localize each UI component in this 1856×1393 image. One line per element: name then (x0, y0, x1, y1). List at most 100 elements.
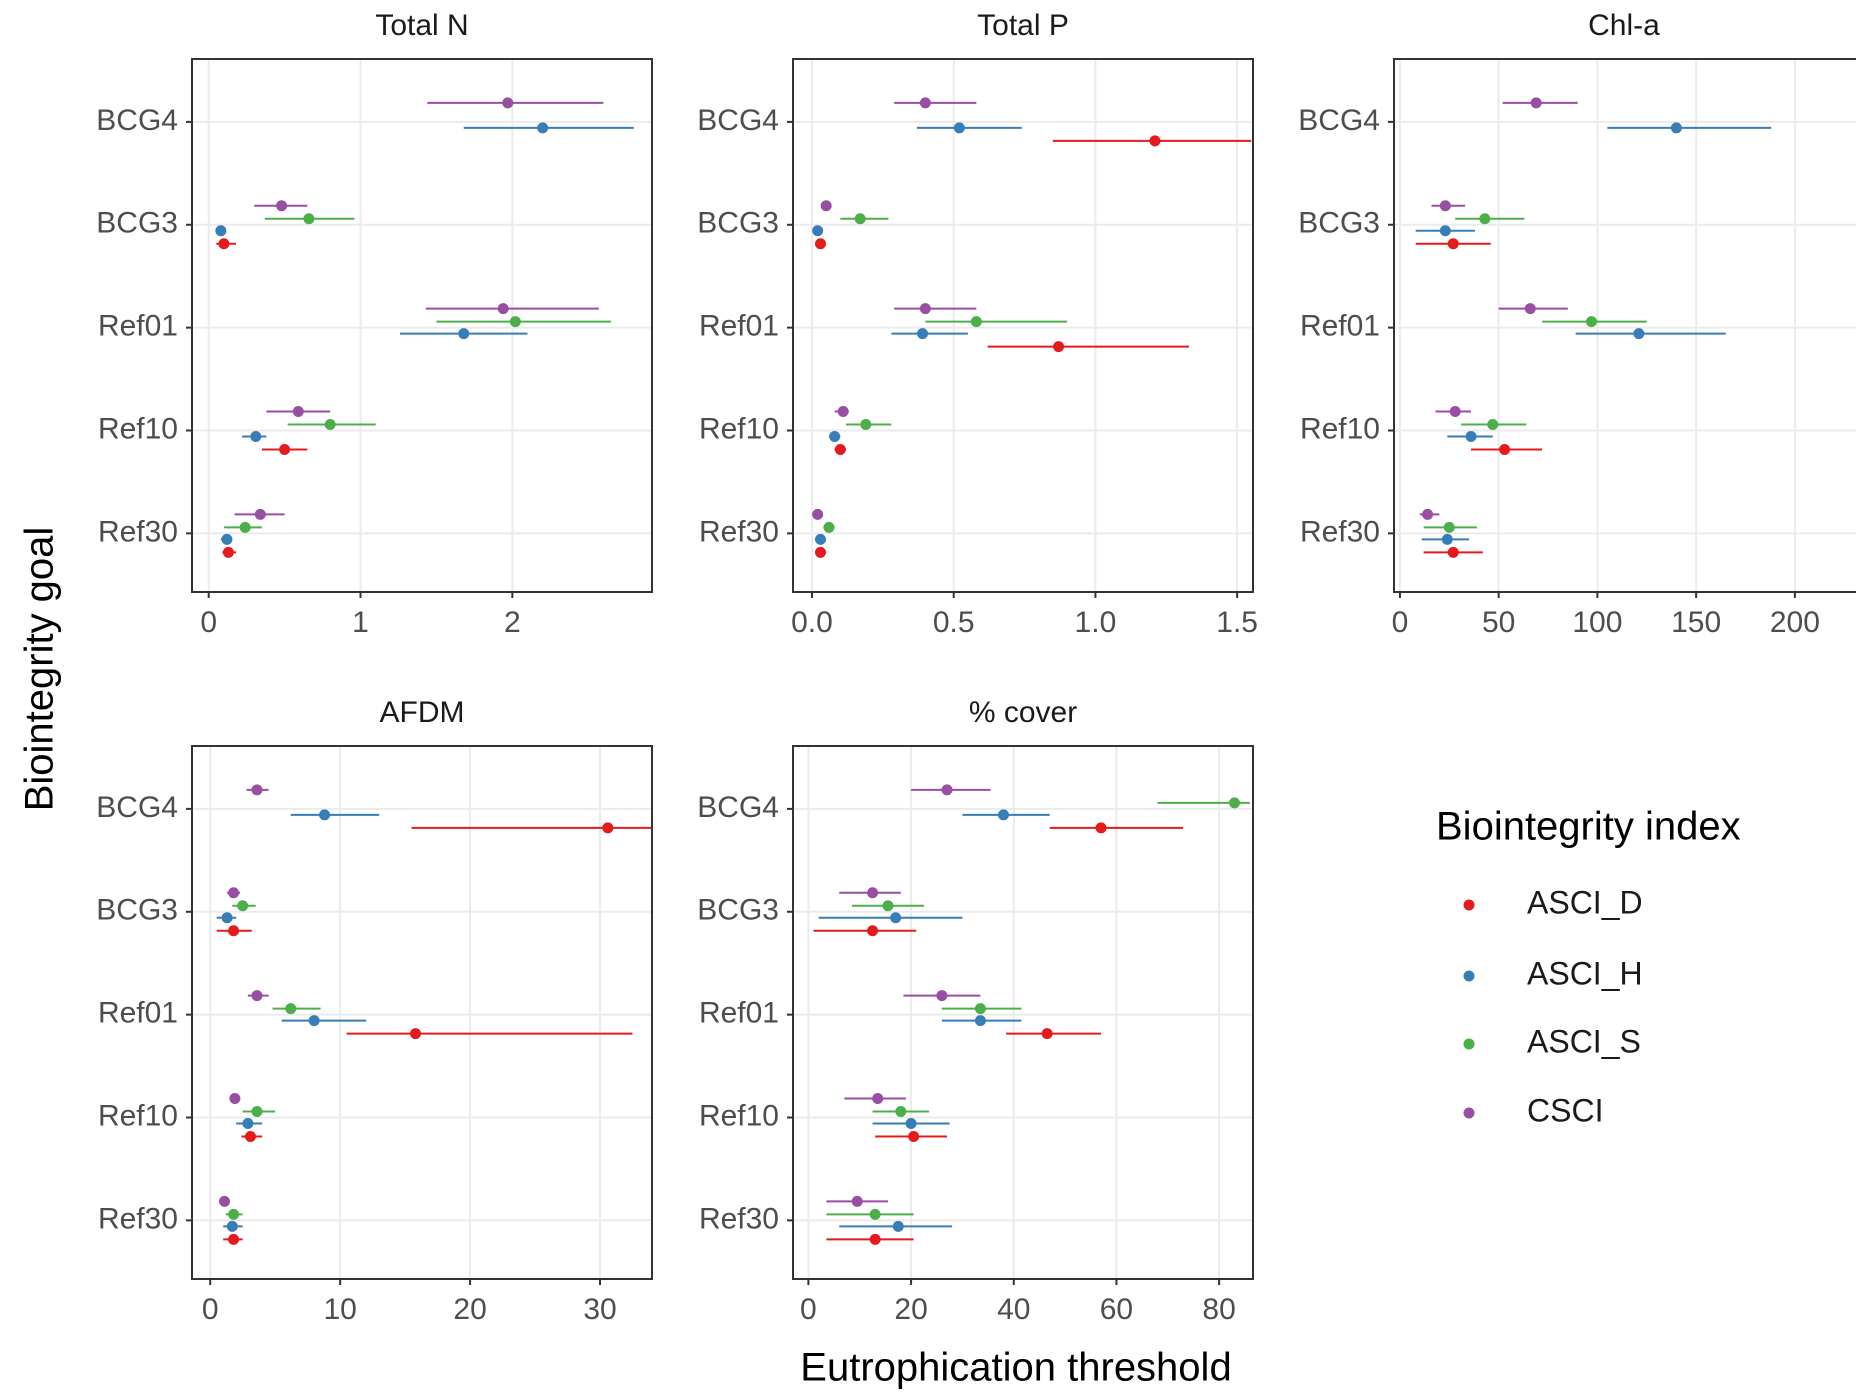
y-tick-label: BCG4 (1298, 104, 1380, 137)
point (218, 238, 230, 250)
x-tick-label: 60 (1100, 1293, 1133, 1326)
point (814, 533, 826, 545)
y-tick-label: Ref30 (699, 1202, 779, 1235)
point (1422, 508, 1434, 520)
legend-label: ASCI_D (1527, 884, 1643, 920)
point (917, 328, 929, 340)
point (814, 238, 826, 250)
point (1439, 200, 1451, 212)
x-tick-label: 0.0 (791, 606, 833, 639)
y-tick-label: Ref01 (1300, 310, 1380, 343)
point (237, 900, 249, 912)
point (919, 97, 931, 109)
panel-background (1394, 59, 1856, 592)
point (823, 521, 835, 533)
y-tick-label: BCG3 (96, 207, 178, 240)
point (239, 521, 251, 533)
x-tick-label: 2 (504, 606, 521, 639)
legend-title: Biointegrity index (1436, 805, 1741, 849)
x-tick-label: 50 (1482, 606, 1515, 639)
y-tick-label: Ref30 (98, 515, 178, 548)
point (250, 431, 262, 443)
x-tick-label: 20 (894, 1293, 927, 1326)
point (410, 1028, 422, 1040)
point (970, 316, 982, 328)
legend-swatch (1463, 1038, 1475, 1050)
point (997, 809, 1009, 821)
point (1447, 546, 1459, 558)
x-tick-label: 0 (200, 606, 217, 639)
panel-title: Total P (977, 9, 1069, 42)
point (872, 1093, 884, 1105)
point (1530, 97, 1542, 109)
point (1439, 225, 1451, 237)
y-tick-label: BCG4 (96, 104, 178, 137)
point (276, 200, 288, 212)
panel (793, 59, 1253, 592)
y-tick-label: Ref01 (98, 997, 178, 1030)
x-tick-label: 100 (1572, 606, 1622, 639)
x-tick-label: 0 (1392, 606, 1409, 639)
point (537, 122, 549, 134)
point (1447, 238, 1459, 250)
legend-label: ASCI_H (1527, 955, 1643, 991)
point (497, 303, 509, 315)
y-tick-label: BCG3 (1298, 207, 1380, 240)
point (854, 213, 866, 225)
x-tick-label: 40 (997, 1293, 1030, 1326)
point (458, 328, 470, 340)
point (974, 1003, 986, 1015)
panel-border (191, 745, 653, 1280)
point (892, 1220, 904, 1232)
point (242, 1118, 254, 1130)
x-tick-label: 1.0 (1075, 606, 1117, 639)
legend-swatch (1463, 899, 1475, 911)
point (1053, 341, 1065, 353)
legend-label: CSCI (1527, 1092, 1603, 1128)
y-tick-label: Ref10 (98, 412, 178, 445)
point (851, 1195, 863, 1207)
y-tick-label: Ref30 (1300, 515, 1380, 548)
panel-background (192, 59, 652, 592)
point (869, 1208, 881, 1220)
point (1465, 431, 1477, 443)
point (602, 822, 614, 834)
panel-border (792, 58, 1254, 593)
y-tick-label: Ref01 (699, 997, 779, 1030)
point (908, 1131, 920, 1143)
point (251, 784, 263, 796)
point (228, 925, 240, 937)
point (308, 1015, 320, 1027)
point (1041, 1028, 1053, 1040)
x-tick-label: 0 (202, 1293, 219, 1326)
x-tick-label: 30 (583, 1293, 616, 1326)
point (244, 1131, 256, 1143)
panel (1394, 59, 1856, 592)
y-tick-label: Ref01 (98, 310, 178, 343)
panel-border (191, 58, 653, 593)
point (814, 546, 826, 558)
x-tick-label: 0.5 (933, 606, 975, 639)
point (285, 1003, 297, 1015)
panel-background (793, 59, 1253, 592)
panel-border (792, 745, 1254, 1280)
y-tick-label: BCG4 (697, 791, 779, 824)
point (1229, 797, 1241, 809)
point (829, 431, 841, 443)
point (1449, 406, 1461, 418)
panel (793, 746, 1253, 1279)
point (303, 213, 315, 225)
point (279, 444, 291, 456)
point (502, 97, 514, 109)
panel-background (192, 746, 652, 1279)
point (215, 225, 227, 237)
panel-border (1393, 58, 1856, 593)
point (936, 990, 948, 1002)
y-tick-label: BCG4 (96, 791, 178, 824)
x-tick-label: 200 (1770, 606, 1820, 639)
point (1487, 419, 1499, 431)
x-tick-label: 1.5 (1216, 606, 1258, 639)
point (254, 508, 266, 520)
point (1585, 316, 1597, 328)
